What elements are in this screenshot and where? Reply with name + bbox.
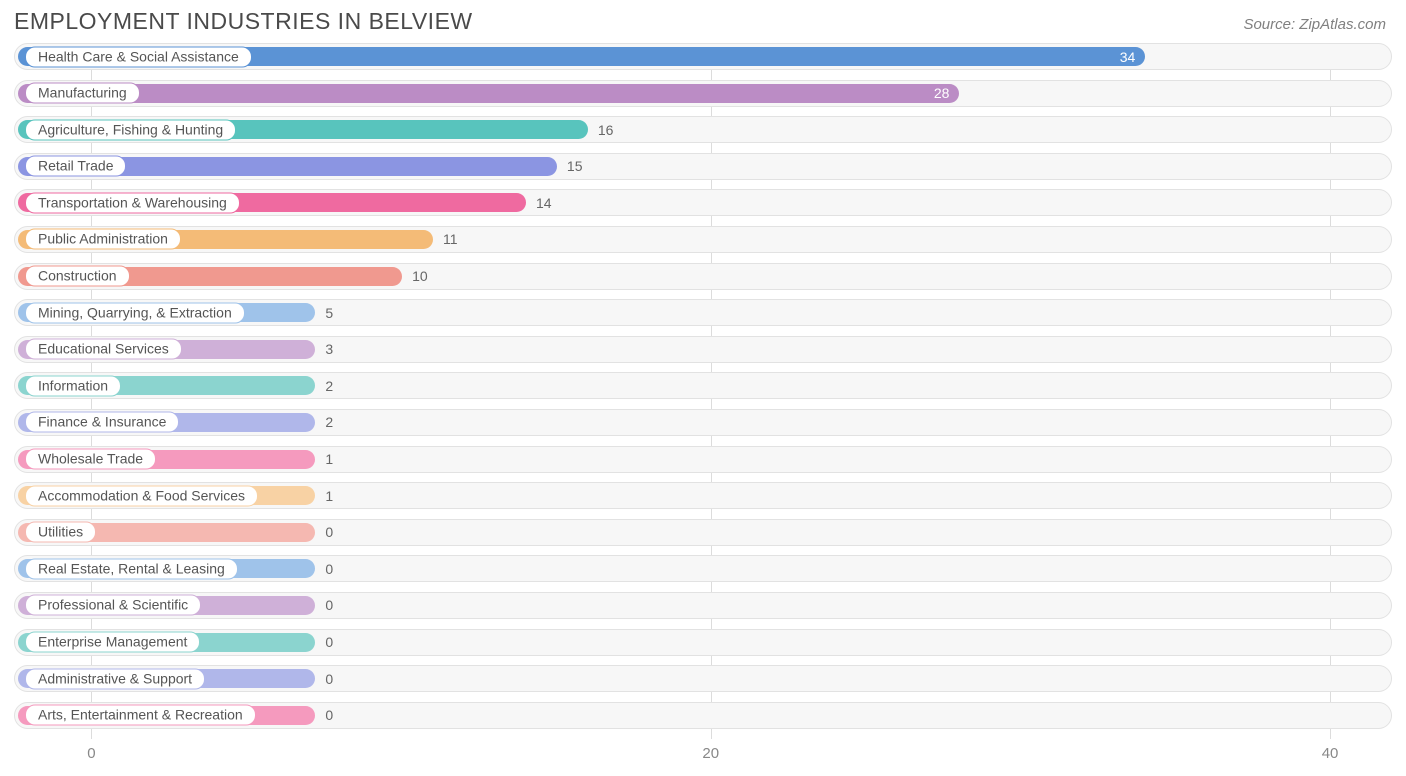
- bar-category-label: Arts, Entertainment & Recreation: [25, 705, 256, 726]
- bar-category-label: Retail Trade: [25, 156, 126, 177]
- source-attribution: Source: ZipAtlas.com: [1243, 16, 1386, 33]
- bar-category-label: Transportation & Warehousing: [25, 192, 240, 213]
- bar-category-label: Administrative & Support: [25, 668, 205, 689]
- bar-category-label: Information: [25, 375, 121, 396]
- bar-value-label: 0: [325, 597, 333, 613]
- chart-plot-area: Health Care & Social Assistance 34 Manufac…: [14, 43, 1392, 739]
- bar-category-label: Accommodation & Food Services: [25, 485, 258, 506]
- bar-category-label: Manufacturing: [25, 83, 140, 104]
- bar-row: Information 2: [14, 372, 1392, 399]
- bar-row: Utilities 0: [14, 519, 1392, 546]
- bar-category-label: Utilities: [25, 522, 96, 543]
- bar-row: Construction 10: [14, 263, 1392, 290]
- bar-value-label: 1: [325, 488, 333, 504]
- bar-row: Administrative & Support 0: [14, 665, 1392, 692]
- bar-value-label: 34: [1120, 49, 1136, 65]
- bar-category-label: Mining, Quarrying, & Extraction: [25, 302, 245, 323]
- bar-row: Wholesale Trade 1: [14, 446, 1392, 473]
- bar-rows-container: Health Care & Social Assistance 34 Manufac…: [14, 43, 1392, 729]
- bar-value-label: 11: [443, 231, 458, 247]
- bar-category-label: Enterprise Management: [25, 632, 200, 653]
- bar-value-label: 2: [325, 414, 333, 430]
- bar-category-label: Real Estate, Rental & Leasing: [25, 558, 238, 579]
- bar-row: Arts, Entertainment & Recreation 0: [14, 702, 1392, 729]
- bar-category-label: Wholesale Trade: [25, 449, 156, 470]
- bar-value-label: 0: [325, 707, 333, 723]
- bar-value-label: 10: [412, 268, 428, 284]
- chart-title: EMPLOYMENT INDUSTRIES IN BELVIEW: [14, 8, 473, 35]
- bar-value-label: 5: [325, 305, 333, 321]
- bar-category-label: Finance & Insurance: [25, 412, 179, 433]
- x-axis: 0 20 40: [14, 741, 1392, 769]
- bar-category-label: Public Administration: [25, 229, 181, 250]
- bar-value-label: 0: [325, 561, 333, 577]
- bar-value-label: 0: [325, 634, 333, 650]
- bar-value-label: 1: [325, 451, 333, 467]
- bar-row: Transportation & Warehousing 14: [14, 189, 1392, 216]
- bar-value-label: 16: [598, 122, 614, 138]
- bar-value-label: 3: [325, 341, 333, 357]
- bar-category-label: Health Care & Social Assistance: [25, 46, 252, 67]
- bar-row: Manufacturing 28: [14, 80, 1392, 107]
- bar-row: Finance & Insurance 2: [14, 409, 1392, 436]
- bar-fill: [18, 84, 959, 103]
- bar-row: Public Administration 11: [14, 226, 1392, 253]
- bar-row: Real Estate, Rental & Leasing 0: [14, 555, 1392, 582]
- bar-category-label: Educational Services: [25, 339, 182, 360]
- bar-value-label: 14: [536, 195, 552, 211]
- bar-row: Professional & Scientific 0: [14, 592, 1392, 619]
- bar-category-label: Construction: [25, 266, 130, 287]
- bar-value-label: 0: [325, 671, 333, 687]
- bar-row: Mining, Quarrying, & Extraction 5: [14, 299, 1392, 326]
- bar-row: Health Care & Social Assistance 34: [14, 43, 1392, 70]
- bar-value-label: 0: [325, 524, 333, 540]
- x-axis-tick-label: 20: [702, 745, 719, 762]
- chart-header: EMPLOYMENT INDUSTRIES IN BELVIEW Source:…: [0, 0, 1406, 37]
- bar-value-label: 28: [934, 85, 950, 101]
- bar-row: Enterprise Management 0: [14, 629, 1392, 656]
- x-axis-tick-label: 40: [1322, 745, 1339, 762]
- bar-category-label: Agriculture, Fishing & Hunting: [25, 119, 236, 140]
- bar-row: Agriculture, Fishing & Hunting 16: [14, 116, 1392, 143]
- bar-row: Accommodation & Food Services 1: [14, 482, 1392, 509]
- bar-category-label: Professional & Scientific: [25, 595, 201, 616]
- bar-row: Educational Services 3: [14, 336, 1392, 363]
- bar-value-label: 2: [325, 378, 333, 394]
- x-axis-tick-label: 0: [87, 745, 95, 762]
- bar-value-label: 15: [567, 158, 583, 174]
- bar-row: Retail Trade 15: [14, 153, 1392, 180]
